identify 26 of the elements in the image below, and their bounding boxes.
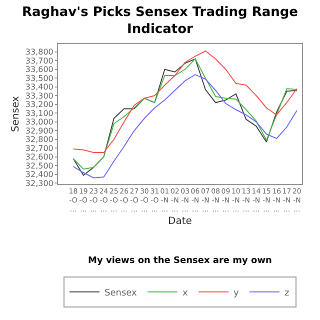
line-series — [72, 50, 298, 153]
y-tick-label: 32,700 — [25, 144, 54, 153]
y-tick-label: 32,800 — [25, 135, 54, 144]
y-tick-label: 32,900 — [25, 126, 54, 136]
y-tick-label: 33,100 — [25, 108, 54, 118]
y-tick-label: 33,200 — [25, 100, 54, 110]
legend-label: x — [182, 288, 189, 298]
line-series — [72, 74, 298, 178]
legend-label: z — [284, 288, 290, 298]
y-tick-label: 32,400 — [25, 170, 54, 180]
y-tick-label: 32,500 — [25, 161, 54, 170]
y-tick-label: 33,800 — [25, 48, 54, 57]
y-tick-label: 33,300 — [25, 91, 54, 100]
y-tick-label: 33,500 — [25, 74, 54, 83]
y-tick-label: 32,300 — [25, 178, 54, 188]
x-axis-title: Date — [168, 216, 192, 228]
text: My views on the Sensex are my own — [88, 256, 272, 266]
legend-label: Sensex — [104, 288, 138, 298]
y-tick-label: 33,600 — [25, 65, 54, 74]
legend-label: y — [234, 288, 240, 298]
y-tick-label: 33,000 — [25, 118, 54, 127]
y-tick-label: 33,400 — [25, 82, 54, 92]
y-axis-title: Sensex — [10, 96, 22, 132]
y-tick-label: 32,600 — [25, 152, 54, 162]
y-tick-label: 33,700 — [25, 56, 54, 66]
chart-title: Raghav's Picks Sensex Trading Range Indicator — [22, 5, 298, 37]
